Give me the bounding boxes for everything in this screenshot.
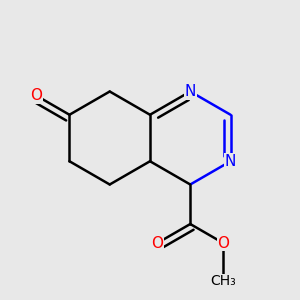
Text: O: O — [30, 88, 42, 103]
Text: O: O — [217, 236, 229, 250]
Text: CH₃: CH₃ — [210, 274, 236, 288]
Text: N: N — [184, 84, 196, 99]
Text: N: N — [225, 154, 236, 169]
Text: O: O — [151, 236, 163, 250]
